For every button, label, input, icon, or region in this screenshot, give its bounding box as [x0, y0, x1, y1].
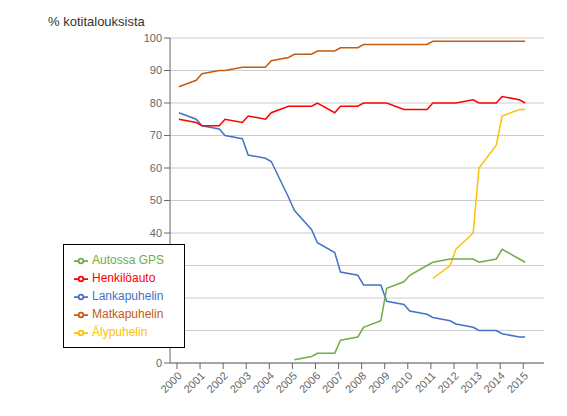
svg-text:90: 90: [150, 64, 162, 76]
svg-text:2009: 2009: [366, 369, 392, 395]
svg-text:20: 20: [150, 292, 162, 304]
svg-text:2011: 2011: [413, 369, 438, 394]
svg-text:2012: 2012: [435, 369, 461, 395]
svg-text:2000: 2000: [158, 369, 184, 395]
svg-text:40: 40: [150, 227, 162, 239]
svg-text:2006: 2006: [297, 369, 323, 395]
svg-text:70: 70: [150, 129, 162, 141]
svg-text:2013: 2013: [458, 369, 484, 395]
svg-text:2005: 2005: [274, 369, 300, 395]
svg-text:2008: 2008: [343, 369, 369, 395]
svg-text:2004: 2004: [250, 369, 276, 395]
svg-text:2002: 2002: [204, 369, 230, 395]
svg-text:2014: 2014: [481, 369, 507, 395]
svg-text:2003: 2003: [227, 369, 253, 395]
svg-text:50: 50: [150, 194, 162, 206]
svg-text:80: 80: [150, 97, 162, 109]
svg-text:2007: 2007: [320, 369, 346, 395]
svg-text:10: 10: [150, 324, 162, 336]
svg-text:0: 0: [156, 357, 162, 369]
svg-text:60: 60: [150, 162, 162, 174]
svg-text:30: 30: [150, 259, 162, 271]
svg-text:2001: 2001: [181, 369, 207, 395]
svg-text:100: 100: [144, 32, 162, 44]
svg-text:2010: 2010: [389, 369, 415, 395]
svg-text:2015: 2015: [504, 369, 530, 395]
